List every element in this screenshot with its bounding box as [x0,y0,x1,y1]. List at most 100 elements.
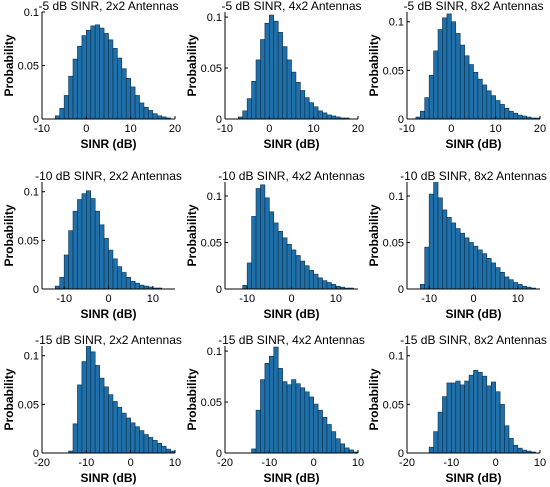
histogram-bar [504,276,510,289]
histogram-bar [242,110,248,119]
histogram-bar [304,391,310,453]
histogram-bar [156,442,163,453]
subplot-title: -15 dB SINR, 8x2 Antennas [400,333,547,347]
histogram-bar [490,381,496,453]
subplot-title: -15 dB SINR, 2x2 Antennas [35,333,182,347]
subplot-title: -10 dB SINR, 2x2 Antennas [35,169,182,183]
histogram-bar [442,396,448,453]
x-tick-label: -10 [78,457,94,469]
histogram-bar [508,110,514,119]
histogram-bar [313,106,319,119]
y-tick-label: 0.1 [207,12,222,24]
histogram-bar [451,21,457,119]
x-tick-label: 10 [512,293,524,305]
histogram-bar [291,71,297,119]
subplot-title: -5 dB SINR, 4x2 Antennas [221,0,361,13]
histogram-bar [269,355,275,453]
histogram-bar [495,391,501,453]
histogram-bar [246,98,252,119]
y-tick-label: 0 [398,448,404,460]
histogram-bar [486,385,492,453]
y-axis-label: Probability [367,368,381,430]
x-tick-label: 10 [169,457,181,469]
x-tick-label: 0 [448,123,454,135]
subplot-5: -10 0 10 0 0.05 0.1 -10 dB SINR, 4x2 Antennas S… [185,169,365,321]
histogram-bar [121,412,127,453]
histogram-bar [291,249,297,289]
x-axis-label: SINR (dB) [81,137,137,151]
histogram-bar [495,267,501,289]
x-tick-label: 10 [147,293,159,305]
histogram-bars [251,346,358,453]
histogram-bar [90,351,96,453]
histogram-bar [486,257,492,289]
histogram-bar [322,280,328,289]
x-axis-label: SINR (dB) [264,307,320,321]
x-tick-label: 20 [352,123,364,135]
histogram-bar [455,228,461,289]
x-axis-label: SINR (dB) [264,471,320,485]
x-tick-label: -10 [56,293,72,305]
histogram-bar [139,430,145,453]
histogram-bar [495,100,501,119]
histogram-bar [490,262,496,289]
histogram-bar [77,384,83,453]
histogram-bar [428,74,434,119]
histogram-bar [459,232,465,289]
histogram-bar [90,198,96,289]
histogram-bar [513,112,519,119]
histogram-bar [117,406,123,453]
histogram-bar [165,117,171,119]
subplot-9: -20 -10 0 10 0 0.05 0.1 -15 dB SINR, 8x2 Antenn… [367,333,547,485]
histogram-bar [313,403,319,453]
y-tick-label: 0.1 [24,187,39,199]
histogram-bar [103,33,109,119]
histogram-bar [251,216,257,289]
histogram-bar [130,280,136,289]
histogram-bar [277,231,283,289]
histogram-bars [54,190,163,289]
histogram-bar [139,284,145,289]
y-axis-label: Probability [185,34,199,96]
histogram-bar [308,270,314,289]
histogram-bar [134,282,140,289]
histogram-bar [63,95,69,119]
y-tick-label: 0.05 [201,237,222,249]
y-tick-label: 0.1 [24,351,39,363]
histogram-bar [99,27,105,119]
histogram-bar [513,444,519,453]
histogram-bar [72,58,78,119]
histogram-bar [269,14,275,119]
y-tick-label: 0 [216,284,222,296]
histogram-bar [121,68,127,119]
histogram-bar [508,279,514,289]
y-tick-label: 0 [33,448,39,460]
histogram-bar [286,384,292,453]
subplot-title: -5 dB SINR, 8x2 Antennas [403,0,543,13]
x-axis-label: SINR (dB) [446,471,502,485]
y-axis-label: Probability [367,34,381,96]
subplot-title: -10 dB SINR, 8x2 Antennas [400,169,547,183]
x-tick-label: 10 [352,457,364,469]
subplot-8: -20 -10 0 10 0 0.05 0.1-15 dB SINR, 4x2 Antenn… [185,333,365,485]
histogram-bar [134,426,140,453]
histogram-bar [282,237,288,289]
histogram-bar [94,210,100,289]
x-tick-label: -20 [399,457,415,469]
histogram-bar [317,277,323,289]
histogram-bar [125,78,131,119]
histogram-bar [459,44,465,119]
y-axis-label: Probability [2,204,16,266]
histogram-bar [282,46,288,119]
histogram-bars [68,346,175,453]
x-tick-label: -10 [217,123,233,135]
histogram-bar [94,24,100,119]
histogram-bar [125,417,131,453]
histogram-bar [255,188,261,289]
subplot-7: -20 -10 0 10 0 0.05 0.1 -15 dB SINR, 2x2 Antenn… [2,333,182,485]
histogram-bar [277,32,283,119]
histogram-bar [264,363,270,453]
histogram-bar [300,387,306,453]
